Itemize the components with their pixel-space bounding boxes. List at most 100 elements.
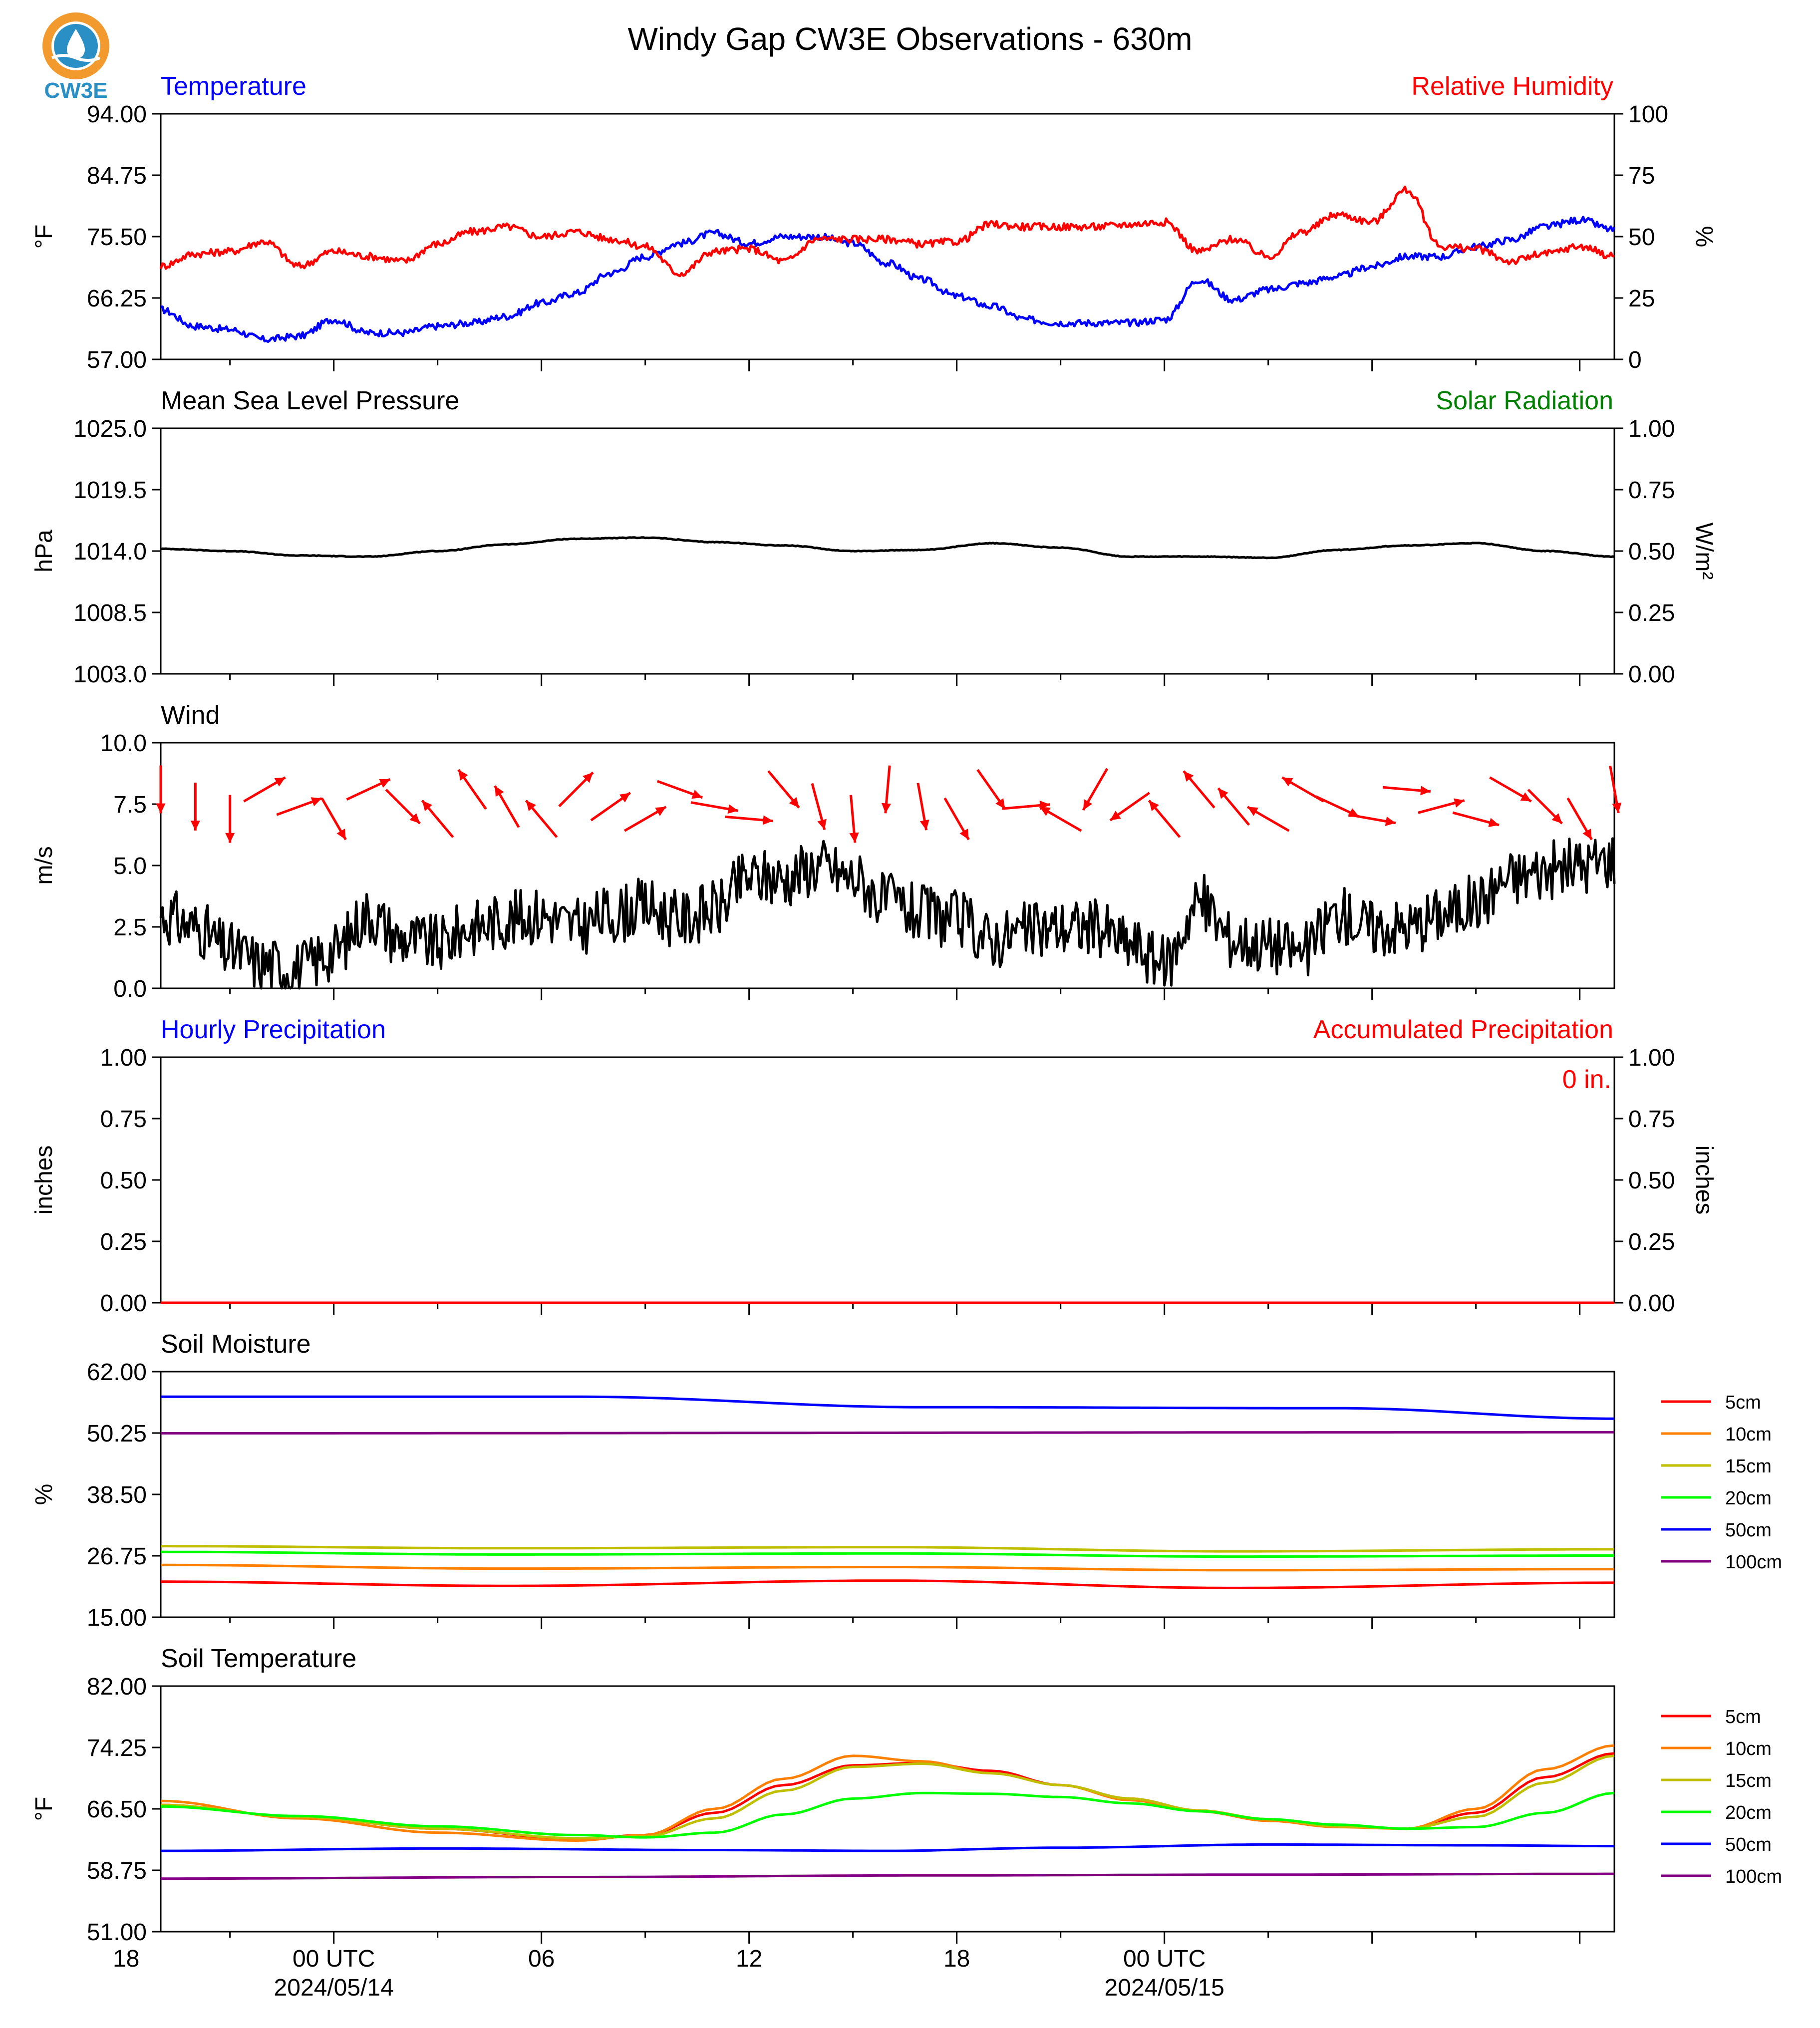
x-tick-label: 12 — [736, 1946, 762, 1972]
y-axis-label: °F — [31, 225, 57, 249]
wind-arrow-head — [310, 797, 322, 807]
wind-arrow-head — [1040, 807, 1051, 816]
series-line-wind-speed — [159, 837, 1616, 990]
x-date-label: 2024/05/15 — [1105, 1975, 1224, 2001]
wind-arrow-head — [849, 832, 859, 843]
series-line-10cm — [161, 1563, 1614, 1572]
legend-label: 10cm — [1725, 1424, 1772, 1445]
wind-arrow-head — [762, 815, 773, 825]
wind-arrow-head — [817, 819, 827, 830]
y-tick-label: 50.25 — [87, 1421, 147, 1447]
wind-direction-arrow — [525, 800, 558, 838]
wind-direction-arrow — [558, 771, 594, 808]
wind-arrow-head — [789, 797, 799, 808]
wind-direction-arrow — [1418, 798, 1465, 814]
panel-title-soil-temperature: Soil Temperature — [161, 1644, 356, 1673]
x-tick-label: 18 — [113, 1946, 139, 1972]
wind-direction-arrow — [243, 776, 286, 803]
y-tick-label-right: 0.00 — [1628, 1290, 1675, 1317]
y-axis-label: °F — [31, 1797, 57, 1821]
wind-arrow-head — [882, 803, 892, 814]
wind-arrow-head — [919, 820, 929, 831]
y-tick-label: 75.50 — [87, 224, 147, 251]
legend-label: 5cm — [1725, 1392, 1761, 1413]
wind-direction-arrow — [1609, 765, 1622, 814]
x-date-label: 2024/05/14 — [274, 1975, 394, 2001]
legend-label: 50cm — [1725, 1834, 1772, 1855]
y-tick-label: 74.25 — [87, 1735, 147, 1761]
wind-arrow-head — [1520, 792, 1531, 802]
wind-arrow-head — [1110, 811, 1121, 821]
y-tick-label-right: 0 — [1628, 347, 1642, 373]
y-tick-label: 10.0 — [100, 730, 147, 757]
y-tick-label: 5.0 — [113, 853, 147, 879]
legend-label: 100cm — [1725, 1552, 1782, 1573]
y-tick-label: 94.00 — [87, 101, 147, 128]
wind-arrow-head — [1420, 786, 1431, 796]
series-line-20cm — [160, 1791, 1615, 1839]
wind-direction-arrow — [725, 815, 773, 825]
wind-direction-arrow — [346, 778, 391, 801]
y-tick-label: 1.00 — [100, 1045, 147, 1071]
y-axis-label: inches — [31, 1146, 57, 1215]
legend-label: 20cm — [1725, 1802, 1772, 1823]
y-tick-label-right: 0.25 — [1628, 1229, 1675, 1255]
wind-direction-arrow — [225, 795, 235, 843]
wind-direction-arrow — [385, 789, 421, 825]
wind-direction-arrow — [811, 783, 827, 830]
wind-direction-arrow — [1082, 768, 1109, 811]
series-line-15cm — [161, 1545, 1614, 1553]
y-axis-label-right: inches — [1691, 1146, 1717, 1215]
y-tick-label: 2.5 — [113, 914, 147, 941]
y-tick-label: 82.00 — [87, 1674, 147, 1700]
panel-pressure-solar: Mean Sea Level Pressure Solar Radiation … — [31, 386, 1717, 688]
y-tick-label: 0.75 — [100, 1106, 147, 1133]
wind-arrow-head — [526, 800, 536, 812]
wind-arrow-head — [1582, 829, 1592, 840]
wind-arrow-head — [691, 790, 703, 799]
series-line-100cm — [161, 1431, 1614, 1435]
legend-label: 15cm — [1725, 1456, 1772, 1477]
wind-direction-arrow — [320, 797, 347, 841]
y-axis-label: m/s — [31, 846, 57, 884]
wind-direction-arrow — [1217, 787, 1250, 826]
x-tick-label: 00 UTC — [293, 1946, 375, 1972]
wind-direction-arrow — [457, 769, 487, 810]
series-line-100cm — [161, 1872, 1614, 1880]
wind-arrow-head — [1083, 799, 1093, 811]
wind-arrow-head — [1149, 800, 1159, 812]
cw3e-logo: CW3E — [42, 12, 109, 103]
wind-direction-arrow — [1148, 800, 1181, 838]
wind-direction-arrow — [657, 780, 703, 799]
wind-arrow-head — [1612, 802, 1622, 813]
y-tick-label: 84.75 — [87, 163, 147, 189]
x-tick-label: 06 — [528, 1946, 555, 1972]
y-axis-label-right: W/m² — [1691, 523, 1717, 580]
wind-arrow-head — [225, 833, 235, 843]
wind-arrow-head — [379, 779, 390, 788]
panel-title-hourly-precip: Hourly Precipitation — [161, 1015, 386, 1044]
x-tick-label: 18 — [943, 1946, 970, 1972]
wind-direction-arrow — [276, 797, 322, 816]
y-tick-label: 58.75 — [87, 1858, 147, 1884]
wind-direction-arrow — [690, 801, 739, 814]
y-tick-label: 26.75 — [87, 1543, 147, 1570]
panel-soil-moisture: Soil Moisture 62.00 50.25 38.50 26.75 15.00%… — [31, 1330, 1782, 1631]
y-tick-label: 62.00 — [87, 1359, 147, 1386]
wind-arrow-head — [1184, 771, 1194, 782]
y-tick-label: 7.5 — [113, 792, 147, 818]
accumulated-total-label: 0 in. — [1562, 1065, 1611, 1094]
x-tick-label: 00 UTC — [1123, 1946, 1206, 1972]
panel-title-soil-moisture: Soil Moisture — [161, 1330, 311, 1359]
y-tick-label: 51.00 — [87, 1919, 147, 1946]
wind-direction-arrow — [1348, 813, 1396, 826]
y-tick-label: 66.50 — [87, 1796, 147, 1823]
logo-wave — [51, 54, 101, 62]
y-tick-label: 1008.5 — [73, 600, 147, 626]
logo-text: CW3E — [44, 78, 107, 103]
wind-direction-arrow — [156, 765, 166, 814]
wind-arrow-head — [156, 803, 166, 814]
y-tick-label: 0.50 — [100, 1167, 147, 1194]
